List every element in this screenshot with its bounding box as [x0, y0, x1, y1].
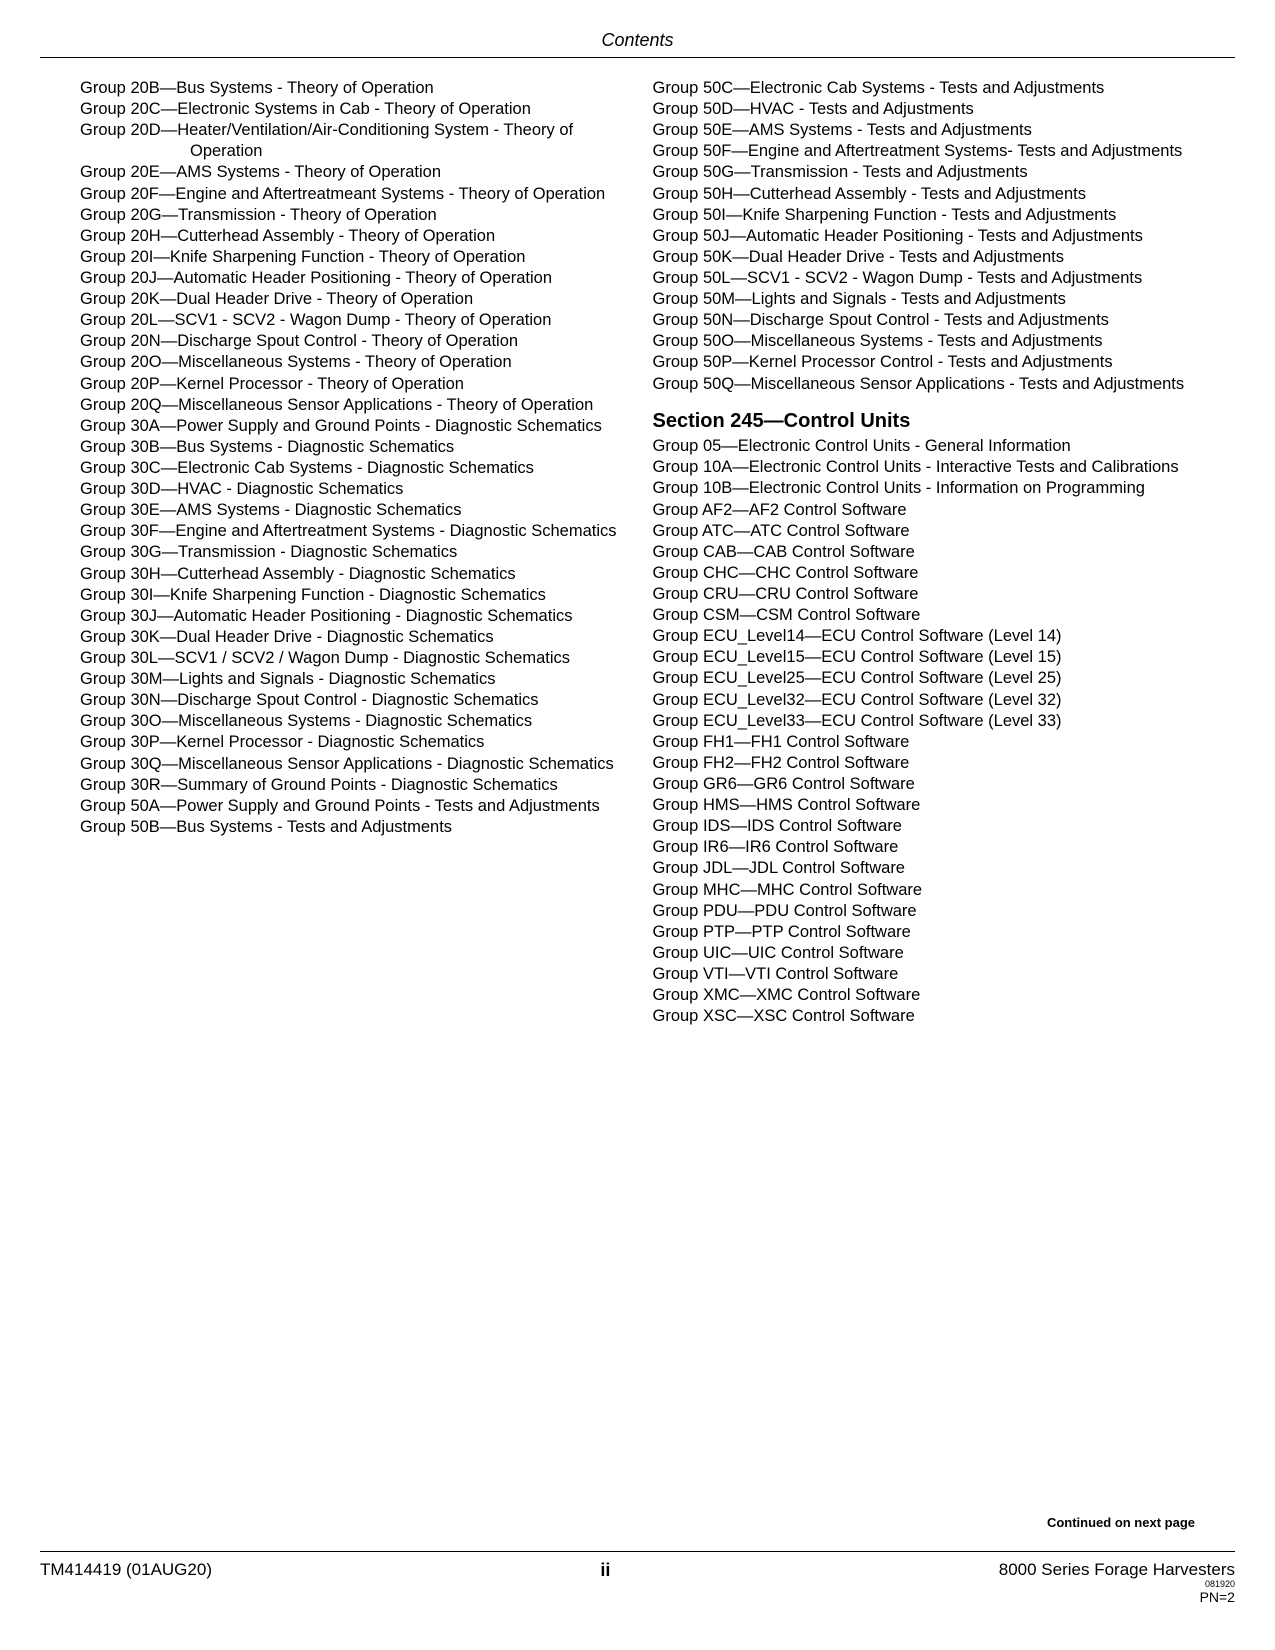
toc-entry: Group HMS—HMS Control Software — [653, 795, 1196, 816]
page: Contents Group 20B—Bus Systems - Theory … — [0, 0, 1275, 1650]
toc-entry: Group 30I—Knife Sharpening Function - Di… — [80, 585, 623, 606]
toc-entry: Group 30C—Electronic Cab Systems - Diagn… — [80, 458, 623, 479]
content-columns: Group 20B—Bus Systems - Theory of Operat… — [40, 78, 1235, 1027]
toc-entry: Group CSM—CSM Control Software — [653, 605, 1196, 626]
header-rule — [40, 57, 1235, 58]
toc-entry: Group XSC—XSC Control Software — [653, 1006, 1196, 1027]
toc-entry: Group 30Q—Miscellaneous Sensor Applicati… — [80, 754, 623, 775]
toc-entry: Group ATC—ATC Control Software — [653, 521, 1196, 542]
toc-entry: Group 30K—Dual Header Drive - Diagnostic… — [80, 627, 623, 648]
toc-entry: Group 20D—Heater/Ventilation/Air-Conditi… — [80, 120, 623, 162]
left-column: Group 20B—Bus Systems - Theory of Operat… — [80, 78, 623, 1027]
toc-entry: Group 50J—Automatic Header Positioning -… — [653, 226, 1196, 247]
toc-entry: Group 50E—AMS Systems - Tests and Adjust… — [653, 120, 1196, 141]
toc-entry: Group IR6—IR6 Control Software — [653, 837, 1196, 858]
toc-entry: Group 30O—Miscellaneous Systems - Diagno… — [80, 711, 623, 732]
toc-entry: Group 50Q—Miscellaneous Sensor Applicati… — [653, 374, 1196, 395]
toc-entry: Group ECU_Level14—ECU Control Software (… — [653, 626, 1196, 647]
toc-entry: Group 20P—Kernel Processor - Theory of O… — [80, 374, 623, 395]
toc-entry: Group 50N—Discharge Spout Control - Test… — [653, 310, 1196, 331]
toc-entry: Group JDL—JDL Control Software — [653, 858, 1196, 879]
toc-entry: Group ECU_Level25—ECU Control Software (… — [653, 668, 1196, 689]
toc-entry: Group CHC—CHC Control Software — [653, 563, 1196, 584]
toc-entry: Group 50L—SCV1 - SCV2 - Wagon Dump - Tes… — [653, 268, 1196, 289]
footer-datecode: 081920 — [999, 1580, 1235, 1589]
footer-left: TM414419 (01AUG20) — [40, 1560, 212, 1580]
toc-entry: Group PDU—PDU Control Software — [653, 901, 1196, 922]
toc-entry: Group FH1—FH1 Control Software — [653, 732, 1196, 753]
right-column: Group 50C—Electronic Cab Systems - Tests… — [653, 78, 1196, 1027]
continued-note: Continued on next page — [1047, 1515, 1195, 1530]
toc-entry: Group 20E—AMS Systems - Theory of Operat… — [80, 162, 623, 183]
toc-entry: Group 50K—Dual Header Drive - Tests and … — [653, 247, 1196, 268]
toc-entry: Group ECU_Level15—ECU Control Software (… — [653, 647, 1196, 668]
toc-entry: Group VTI—VTI Control Software — [653, 964, 1196, 985]
toc-entry: Group 50O—Miscellaneous Systems - Tests … — [653, 331, 1196, 352]
toc-entry: Group 30M—Lights and Signals - Diagnosti… — [80, 669, 623, 690]
toc-entry: Group 30B—Bus Systems - Diagnostic Schem… — [80, 437, 623, 458]
toc-entry: Group ECU_Level32—ECU Control Software (… — [653, 690, 1196, 711]
toc-entry: Group 50F—Engine and Aftertreatment Syst… — [653, 141, 1196, 162]
toc-entry: Group UIC—UIC Control Software — [653, 943, 1196, 964]
toc-entry: Group 30A—Power Supply and Ground Points… — [80, 416, 623, 437]
toc-entry: Group 50D—HVAC - Tests and Adjustments — [653, 99, 1196, 120]
toc-entry: Group 10A—Electronic Control Units - Int… — [653, 457, 1196, 478]
toc-entry: Group ECU_Level33—ECU Control Software (… — [653, 711, 1196, 732]
toc-entry: Group MHC—MHC Control Software — [653, 880, 1196, 901]
toc-entry: Group 20I—Knife Sharpening Function - Th… — [80, 247, 623, 268]
toc-entry: Group 50I—Knife Sharpening Function - Te… — [653, 205, 1196, 226]
toc-entry: Group 30R—Summary of Ground Points - Dia… — [80, 775, 623, 796]
footer-pn: PN=2 — [999, 1589, 1235, 1605]
section-heading: Section 245—Control Units — [653, 409, 1196, 435]
toc-entry: Group 30H—Cutterhead Assembly - Diagnost… — [80, 564, 623, 585]
toc-entry: Group FH2—FH2 Control Software — [653, 753, 1196, 774]
toc-entry: Group 05—Electronic Control Units - Gene… — [653, 436, 1196, 457]
toc-entry: Group 20G—Transmission - Theory of Opera… — [80, 205, 623, 226]
toc-entry: Group 10B—Electronic Control Units - Inf… — [653, 478, 1196, 499]
footer-product: 8000 Series Forage Harvesters — [999, 1560, 1235, 1579]
toc-entry: Group IDS—IDS Control Software — [653, 816, 1196, 837]
toc-entry: Group 30L—SCV1 / SCV2 / Wagon Dump - Dia… — [80, 648, 623, 669]
footer-page-number: ii — [600, 1560, 610, 1581]
footer-right: 8000 Series Forage Harvesters 081920 PN=… — [999, 1560, 1235, 1605]
toc-entry: Group 20F—Engine and Aftertreatmeant Sys… — [80, 184, 623, 205]
toc-entry: Group GR6—GR6 Control Software — [653, 774, 1196, 795]
toc-entry: Group 30F—Engine and Aftertreatment Syst… — [80, 521, 623, 542]
toc-entry: Group 50P—Kernel Processor Control - Tes… — [653, 352, 1196, 373]
toc-entry: Group XMC—XMC Control Software — [653, 985, 1196, 1006]
toc-entry: Group 20L—SCV1 - SCV2 - Wagon Dump - The… — [80, 310, 623, 331]
toc-entry: Group 50G—Transmission - Tests and Adjus… — [653, 162, 1196, 183]
toc-entry: Group CAB—CAB Control Software — [653, 542, 1196, 563]
toc-entry: Group CRU—CRU Control Software — [653, 584, 1196, 605]
toc-entry: Group 20Q—Miscellaneous Sensor Applicati… — [80, 395, 623, 416]
toc-entry: Group 30D—HVAC - Diagnostic Schematics — [80, 479, 623, 500]
toc-entry: Group 50B—Bus Systems - Tests and Adjust… — [80, 817, 623, 838]
header-title: Contents — [40, 30, 1235, 51]
toc-entry: Group 50A—Power Supply and Ground Points… — [80, 796, 623, 817]
toc-entry: Group 30E—AMS Systems - Diagnostic Schem… — [80, 500, 623, 521]
toc-entry: Group 20J—Automatic Header Positioning -… — [80, 268, 623, 289]
toc-entry: Group 30J—Automatic Header Positioning -… — [80, 606, 623, 627]
toc-entry: Group 20H—Cutterhead Assembly - Theory o… — [80, 226, 623, 247]
toc-entry: Group 30P—Kernel Processor - Diagnostic … — [80, 732, 623, 753]
toc-entry: Group 20N—Discharge Spout Control - Theo… — [80, 331, 623, 352]
toc-entry: Group 50M—Lights and Signals - Tests and… — [653, 289, 1196, 310]
toc-entry: Group 20O—Miscellaneous Systems - Theory… — [80, 352, 623, 373]
toc-entry: Group 20C—Electronic Systems in Cab - Th… — [80, 99, 623, 120]
toc-entry: Group 20K—Dual Header Drive - Theory of … — [80, 289, 623, 310]
toc-entry: Group PTP—PTP Control Software — [653, 922, 1196, 943]
toc-entry: Group AF2—AF2 Control Software — [653, 500, 1196, 521]
toc-entry: Group 50H—Cutterhead Assembly - Tests an… — [653, 184, 1196, 205]
toc-entry: Group 20B—Bus Systems - Theory of Operat… — [80, 78, 623, 99]
toc-entry: Group 30G—Transmission - Diagnostic Sche… — [80, 542, 623, 563]
toc-entry: Group 30N—Discharge Spout Control - Diag… — [80, 690, 623, 711]
footer: TM414419 (01AUG20) ii 8000 Series Forage… — [40, 1551, 1235, 1605]
toc-entry: Group 50C—Electronic Cab Systems - Tests… — [653, 78, 1196, 99]
